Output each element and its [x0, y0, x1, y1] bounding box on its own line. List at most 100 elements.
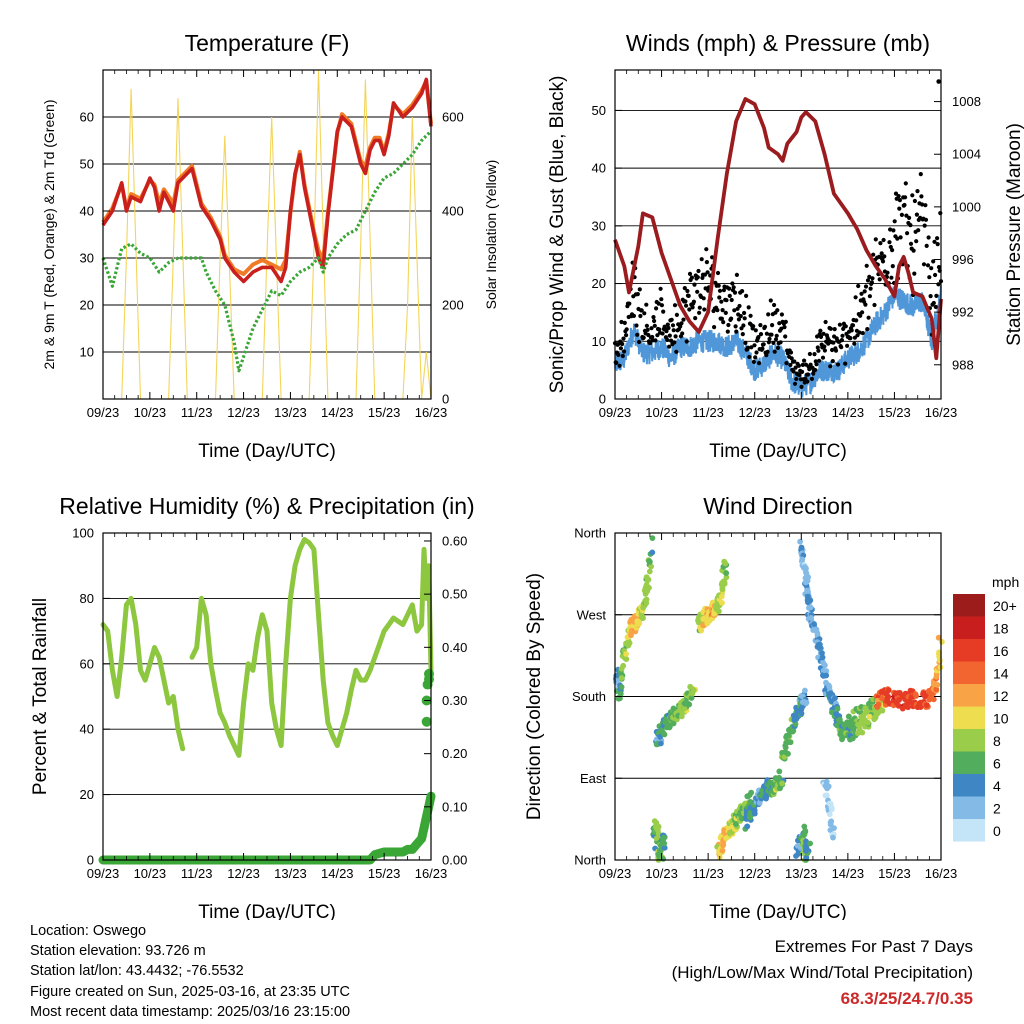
gust-point [673, 334, 678, 339]
legend-swatch-0 [953, 594, 985, 617]
station-location: Location: Oswego [30, 923, 147, 939]
series-total-rainfall [98, 791, 436, 865]
gust-point [624, 333, 629, 338]
gust-point [704, 260, 710, 265]
gust-point [652, 318, 657, 324]
x-tick-label-humidity-2: 11/23 [181, 866, 213, 881]
gust-point [642, 311, 647, 316]
direction-point [733, 821, 739, 827]
y-tick-label-humidity-2: 40 [80, 722, 94, 737]
extremes-title: Extremes For Past 7 Days [774, 937, 973, 956]
y-tick-label-humidity-4: 80 [80, 591, 94, 606]
gust-point [648, 341, 653, 346]
gust-point [812, 352, 817, 357]
gust-point [926, 235, 931, 240]
plot-frame-temperature [102, 69, 432, 400]
gust-point [816, 348, 821, 353]
gust-point [682, 286, 687, 291]
gust-point [775, 345, 781, 350]
x-tick-label-temperature-4: 13/23 [274, 405, 307, 420]
gust-point [744, 293, 749, 298]
legend-label-9: 2 [993, 801, 1001, 817]
x-tick-label-temperature-0: 09/23 [87, 405, 120, 420]
gust-point [762, 324, 768, 329]
gust-point [619, 319, 624, 325]
y-tick-label-winds-3: 30 [592, 218, 606, 233]
legend-label-0: 20+ [993, 598, 1017, 614]
gust-point [687, 271, 693, 276]
gust-point [635, 292, 640, 297]
direction-point [649, 549, 656, 556]
direction-point [905, 704, 911, 711]
gust-point [863, 302, 868, 307]
direction-point [782, 744, 789, 751]
gust-point [832, 327, 837, 332]
direction-point [623, 656, 630, 662]
gust-point [935, 242, 940, 247]
direction-point [665, 723, 671, 730]
gust-point [813, 367, 818, 373]
gust-point [931, 259, 936, 264]
gust-point [721, 288, 727, 293]
direction-point [872, 714, 879, 721]
direction-point [718, 593, 725, 600]
series-sonic-prop-wind [614, 285, 942, 399]
gust-point [912, 198, 918, 204]
gust-point [933, 304, 938, 310]
gust-point [932, 239, 937, 244]
gust-point [818, 334, 824, 339]
station-elevation: Station elevation: 93.726 m [30, 943, 206, 960]
direction-point [934, 681, 941, 688]
gust-point [734, 272, 740, 277]
gust-point [770, 323, 775, 328]
gust-point [669, 338, 674, 343]
y-right-tick-label-humidity-0: 0.00 [442, 853, 467, 868]
gust-point [918, 172, 923, 177]
gust-point [715, 270, 721, 276]
direction-point [719, 600, 725, 606]
gust-point [646, 332, 651, 338]
direction-point [789, 728, 796, 735]
series-2m-dewpoint [101, 129, 433, 373]
x-tick-label-humidity-3: 12/23 [227, 866, 260, 881]
gust-point [635, 332, 640, 337]
gust-point [882, 254, 887, 259]
x-tick-label-humidity-4: 13/23 [274, 866, 307, 881]
gust-point [697, 305, 702, 310]
direction-point [787, 739, 794, 746]
gust-point [864, 263, 869, 268]
gust-point [885, 270, 890, 275]
gust-point [696, 268, 701, 274]
gust-point [679, 321, 684, 326]
gust-point [656, 301, 661, 306]
gust-point [639, 308, 644, 313]
gust-point [843, 361, 848, 366]
gust-point [644, 302, 649, 307]
gust-point [919, 194, 924, 199]
gust-point [866, 315, 871, 320]
y-right-tick-label-winds-2: 996 [952, 252, 974, 267]
direction-point [643, 600, 650, 606]
x-tick-label-temperature-2: 11/23 [181, 405, 213, 420]
legend-swatch-8 [953, 774, 985, 797]
gust-point [890, 248, 895, 253]
y-right-tick-label-winds-5: 1008 [952, 94, 981, 109]
gust-point [756, 335, 761, 340]
gust-point [674, 349, 679, 354]
gust-point [734, 329, 739, 334]
y-right-tick-label-humidity-1: 0.10 [442, 799, 467, 814]
direction-point [824, 792, 830, 799]
gust-point [849, 328, 854, 333]
direction-point [801, 564, 807, 571]
gust-point [627, 301, 632, 306]
gust-point [765, 349, 770, 354]
gust-point [644, 323, 650, 328]
gust-point [681, 317, 686, 322]
direction-point [686, 701, 693, 708]
direction-point [670, 720, 677, 727]
direction-point [896, 697, 902, 703]
y-right-tick-label-temperature-1: 200 [442, 298, 464, 313]
direction-point [823, 672, 830, 679]
gust-point [764, 331, 770, 336]
gust-point [618, 346, 624, 351]
